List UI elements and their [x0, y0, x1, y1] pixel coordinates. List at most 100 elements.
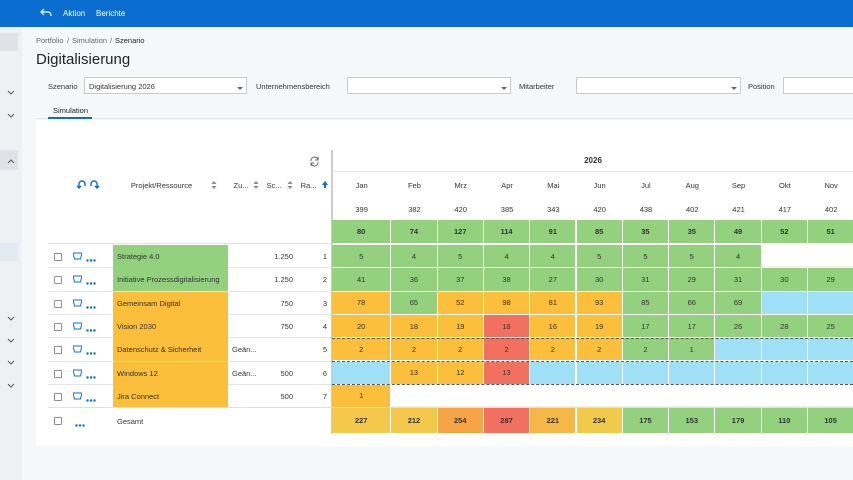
month-cell: 25	[808, 314, 853, 338]
header-bottom-line	[48, 243, 331, 244]
dashed-line	[332, 361, 853, 362]
month-cell	[715, 338, 761, 361]
breadcrumb-item[interactable]: Portfolio	[36, 36, 64, 45]
month-cell	[669, 384, 715, 408]
capacity-value: 420	[593, 205, 606, 214]
row-checkbox[interactable]	[54, 369, 62, 378]
month-cell	[761, 361, 807, 384]
project-name[interactable]: Jira Connect	[113, 384, 228, 408]
sidebar-chevron[interactable]	[7, 89, 15, 95]
total-label: Gesamt	[117, 417, 144, 426]
column-header[interactable]: Projekt/Ressource	[130, 181, 193, 190]
row-more-icon[interactable]	[86, 348, 96, 355]
row-checkbox[interactable]	[54, 253, 62, 261]
month-cell: 31	[715, 268, 761, 291]
row-more-icon[interactable]	[86, 255, 96, 262]
row-basket-icon[interactable]	[72, 369, 83, 377]
row-checkbox[interactable]	[54, 276, 62, 285]
project-name[interactable]: Gemeinsam Digital	[113, 291, 228, 315]
filter-caret[interactable]	[237, 84, 243, 90]
filter-select[interactable]	[576, 77, 741, 94]
row-sc: 500	[280, 368, 293, 378]
project-name[interactable]: Initiative Prozessdigitalisierung	[113, 268, 228, 292]
sidebar-chevron[interactable]	[7, 157, 15, 164]
undo-redo-icons[interactable]	[77, 180, 101, 190]
sidebar-item[interactable]	[0, 33, 18, 51]
sidebar-item[interactable]	[0, 243, 18, 261]
column-header[interactable]: Ra...	[300, 181, 317, 190]
breadcrumb-item[interactable]: Simulation	[72, 36, 108, 45]
row-more-icon[interactable]	[86, 278, 96, 285]
row-basket-icon[interactable]	[72, 275, 83, 283]
total-checkbox[interactable]	[54, 417, 62, 425]
month-cell: 5	[332, 245, 391, 268]
month-cell	[530, 361, 576, 384]
month-cell	[391, 384, 437, 408]
sidebar-chevron[interactable]	[7, 112, 15, 118]
filter-select[interactable]	[84, 77, 247, 94]
month-cell: 2	[437, 338, 483, 361]
month-cell	[530, 384, 576, 408]
month-cell: 29	[669, 268, 715, 291]
filter-select[interactable]	[347, 77, 511, 94]
sort-icon[interactable]	[211, 181, 217, 189]
sort-icon[interactable]	[287, 181, 293, 189]
row-basket-icon[interactable]	[72, 299, 83, 307]
month-cell: 20	[332, 314, 391, 338]
row-basket-icon[interactable]	[72, 322, 83, 330]
total-more-icon[interactable]	[75, 420, 85, 427]
row-checkbox[interactable]	[54, 322, 62, 331]
sort-icon[interactable]	[322, 181, 328, 189]
row-basket-icon[interactable]	[72, 345, 83, 353]
filter-caret[interactable]	[731, 84, 737, 90]
project-name[interactable]: Vision 2030	[113, 314, 228, 338]
row-more-icon[interactable]	[86, 372, 96, 379]
demand-cell: 52	[761, 220, 807, 243]
project-name[interactable]: Strategie 4.0	[113, 245, 228, 268]
tab-underline	[48, 117, 92, 119]
month-label: Apr	[501, 181, 513, 190]
sidebar-chevron[interactable]	[7, 315, 15, 321]
row-checkbox[interactable]	[54, 299, 62, 308]
demand-cell: 127	[437, 220, 483, 243]
page-title: Digitalisierung	[36, 51, 131, 68]
capacity-value: 438	[639, 205, 653, 214]
filter-caret[interactable]	[501, 84, 507, 90]
month-cell: 2	[622, 338, 669, 361]
project-name[interactable]: Datenschutz & Sicherheit	[113, 338, 228, 362]
sidebar-chevron[interactable]	[7, 337, 15, 343]
month-cell: 19	[576, 314, 622, 338]
row-basket-icon[interactable]	[72, 252, 83, 260]
row-more-icon[interactable]	[86, 302, 96, 309]
row-checkbox[interactable]	[54, 392, 62, 401]
project-name[interactable]: Windows 12	[113, 361, 228, 385]
sort-icon[interactable]	[253, 181, 259, 189]
month-cell	[808, 338, 853, 361]
month-cell: 98	[483, 291, 530, 314]
month-label: Okt	[779, 181, 791, 190]
row-more-icon[interactable]	[86, 395, 96, 402]
filter-select[interactable]	[783, 77, 853, 94]
filter-value: Digitalisierung 2026	[89, 82, 155, 91]
capacity-value: 420	[454, 205, 467, 214]
row-basket-icon[interactable]	[72, 392, 83, 400]
column-header[interactable]: Sc...	[266, 181, 282, 190]
sidebar-chevron[interactable]	[7, 359, 15, 365]
row-more-icon[interactable]	[86, 325, 96, 332]
row-checkbox[interactable]	[54, 346, 62, 355]
total-cell: 212	[391, 408, 437, 433]
refresh-icon[interactable]	[309, 156, 320, 167]
sidebar-item[interactable]	[0, 150, 18, 170]
month-label: Mrz	[454, 181, 467, 190]
nav-item[interactable]: Aktion	[63, 9, 86, 18]
month-cell: 29	[808, 268, 853, 291]
month-cell	[808, 245, 853, 268]
month-cell: 13	[483, 361, 530, 384]
total-top-line	[48, 407, 853, 408]
back-icon[interactable]	[40, 8, 52, 18]
tab[interactable]: Simulation	[53, 106, 89, 115]
sidebar-chevron[interactable]	[7, 382, 15, 388]
column-header[interactable]: Zu...	[233, 181, 249, 190]
nav-item[interactable]: Berichte	[96, 9, 126, 18]
